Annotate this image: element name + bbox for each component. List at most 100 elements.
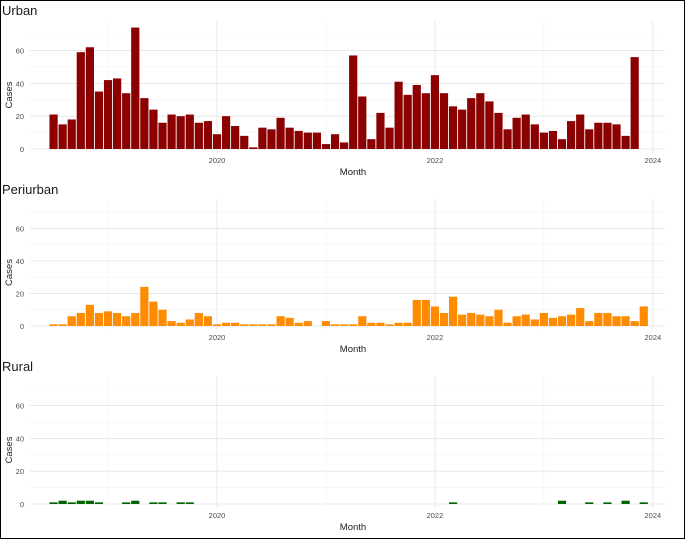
bar	[113, 78, 122, 149]
bar	[113, 312, 122, 326]
bar	[140, 286, 149, 326]
bar	[585, 321, 594, 326]
bar	[149, 109, 158, 149]
bar	[539, 132, 548, 149]
bar	[403, 94, 412, 149]
bar	[231, 322, 240, 326]
bar	[267, 324, 276, 326]
y-tick-label: 40	[16, 434, 24, 443]
bar	[421, 299, 430, 326]
x-tick-label: 2024	[644, 333, 661, 342]
bar	[349, 55, 358, 149]
x-axis-title: Month	[340, 344, 366, 355]
bar	[585, 502, 594, 504]
bar	[503, 129, 512, 149]
bar	[303, 132, 312, 149]
bar	[221, 116, 231, 149]
bar	[194, 312, 203, 326]
bar	[67, 502, 76, 504]
y-tick-label: 60	[16, 224, 24, 233]
bar	[49, 324, 58, 326]
bar	[412, 85, 421, 149]
bar	[258, 324, 267, 326]
bar	[458, 314, 467, 326]
bar	[122, 93, 131, 149]
bar	[349, 324, 358, 326]
bar	[185, 319, 194, 326]
bar	[612, 316, 621, 326]
bar	[439, 312, 449, 326]
bar	[94, 312, 104, 326]
bar	[285, 317, 294, 326]
bar	[185, 114, 194, 149]
bar	[203, 316, 213, 326]
y-tick-label: 0	[20, 500, 24, 509]
bar	[158, 122, 167, 149]
bar	[467, 98, 476, 149]
bar	[203, 121, 213, 149]
bar	[639, 306, 648, 326]
bar	[358, 96, 367, 149]
y-tick-label: 60	[16, 402, 24, 411]
bar	[530, 124, 539, 149]
bar	[630, 57, 639, 149]
bar	[231, 126, 240, 149]
bar	[140, 98, 149, 149]
bar	[240, 135, 249, 149]
bar	[512, 117, 521, 149]
bar	[285, 127, 294, 149]
bar	[412, 299, 421, 326]
bar	[321, 144, 331, 149]
bar	[439, 93, 449, 149]
x-tick-label: 2024	[644, 511, 661, 520]
bar	[67, 119, 76, 149]
bar	[85, 47, 94, 149]
y-tick-label: 20	[16, 289, 24, 298]
bar	[557, 500, 567, 504]
bar	[76, 500, 85, 504]
bar	[385, 127, 394, 149]
bar	[576, 308, 585, 326]
bar	[603, 122, 612, 149]
bar	[131, 27, 140, 149]
bar	[103, 311, 113, 326]
bar	[612, 124, 621, 149]
x-tick-label: 2020	[209, 511, 226, 520]
bar	[294, 130, 303, 149]
bar	[212, 324, 222, 326]
bar	[557, 316, 567, 326]
bar	[49, 502, 58, 504]
bar	[58, 324, 67, 326]
bar	[58, 124, 67, 149]
bar	[358, 316, 367, 326]
bar	[158, 309, 167, 326]
x-tick-label: 2022	[427, 156, 444, 165]
panel-title: Urban	[2, 3, 37, 18]
bar	[76, 52, 85, 149]
y-axis-title: Cases	[4, 81, 15, 108]
bar	[385, 324, 394, 326]
bar	[49, 114, 58, 149]
bar	[340, 324, 349, 326]
y-tick-label: 40	[16, 257, 24, 266]
y-tick-label: 60	[16, 47, 24, 56]
bar	[494, 112, 503, 149]
bar	[122, 316, 131, 326]
x-axis-title: Month	[340, 522, 366, 533]
bar	[294, 322, 303, 326]
y-tick-label: 0	[20, 145, 24, 154]
y-tick-label: 0	[20, 322, 24, 331]
y-axis-title: Cases	[4, 436, 15, 463]
bar	[476, 314, 485, 326]
bar	[621, 500, 630, 504]
bar	[485, 316, 494, 326]
bar	[430, 75, 440, 149]
bar	[276, 316, 285, 326]
bar	[376, 322, 385, 326]
bar	[212, 134, 222, 149]
bar	[94, 91, 104, 149]
x-axis-title: Month	[340, 167, 366, 178]
panel-title: Rural	[2, 359, 33, 374]
bar	[240, 324, 249, 326]
